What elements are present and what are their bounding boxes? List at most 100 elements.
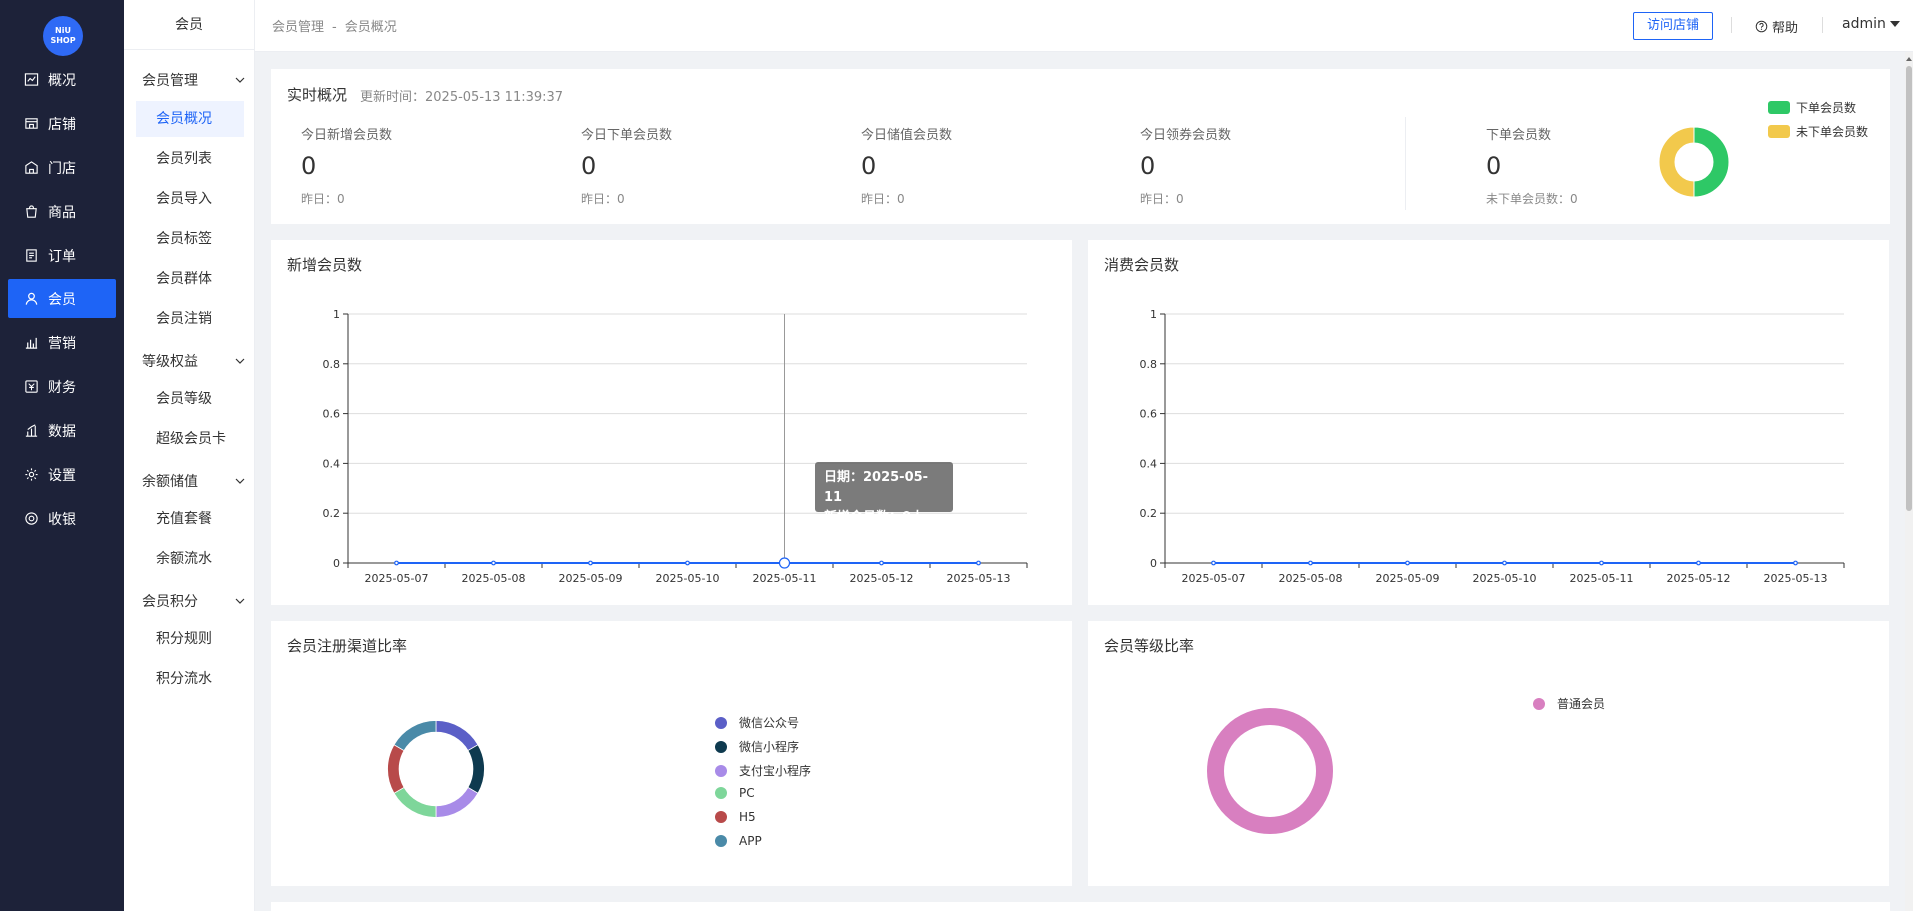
data-point[interactable] <box>1405 560 1410 566</box>
nav-label: 营销 <box>48 335 76 352</box>
legend-item[interactable]: PC <box>715 786 755 800</box>
legend-ordered[interactable]: 下单会员数 <box>1768 99 1856 116</box>
crumb-member-manage[interactable]: 会员管理 <box>272 20 325 35</box>
legend-item[interactable]: H5 <box>715 810 756 824</box>
legend-label: APP <box>739 834 762 848</box>
data-point[interactable] <box>879 560 884 566</box>
consume-members-title: 消费会员数 <box>1104 256 1180 274</box>
data-point[interactable] <box>1502 560 1507 566</box>
subnav-item[interactable]: 积分规则 <box>156 631 212 647</box>
donut-slice[interactable] <box>387 744 405 794</box>
subnav-group-label: 等级权益 <box>142 354 198 370</box>
donut-slice[interactable] <box>1207 708 1333 834</box>
subnav-item[interactable]: 会员注销 <box>156 311 212 327</box>
subnav-item[interactable]: 余额流水 <box>156 551 212 567</box>
chevron-down-icon <box>235 358 245 364</box>
tooltip-value: 新增会员数：0人 <box>824 510 925 525</box>
nav-item-user[interactable]: 会员 <box>8 279 116 318</box>
subnav-item[interactable]: 会员列表 <box>156 151 212 167</box>
x-tick-label: 2025-05-12 <box>1667 572 1731 585</box>
new-members-card: 新增会员数 0 0.2 0.4 0.6 0.8 1 2025-05-07 2025-05-08… <box>271 240 1072 605</box>
scrollbar-thumb[interactable] <box>1906 66 1912 511</box>
nav-item-chart-line[interactable]: 概况 <box>8 60 116 99</box>
subnav-item[interactable]: 会员群体 <box>156 271 212 287</box>
data-point[interactable] <box>685 560 690 566</box>
subnav-item[interactable]: 会员概况 <box>136 101 244 137</box>
subnav-item[interactable]: 充值套餐 <box>156 511 212 527</box>
stat-label: 今日领券会员数 <box>1140 128 1232 143</box>
new-members-line-chart[interactable]: 0 0.2 0.4 0.6 0.8 1 2025-05-07 2025-05-08 2025-0… <box>271 240 1072 605</box>
niushop-logo[interactable]: NiU SHOP <box>43 16 83 56</box>
nav-item-bar-chart[interactable]: 营销 <box>8 323 116 362</box>
nav-item-shop-building[interactable]: 门店 <box>8 148 116 187</box>
data-point[interactable] <box>778 557 791 569</box>
y-tick-label: 0 <box>333 557 340 570</box>
subnav-item[interactable]: 积分流水 <box>156 671 212 687</box>
x-tick-label: 2025-05-07 <box>365 572 429 585</box>
consume-members-line-chart[interactable]: 0 0.2 0.4 0.6 0.8 1 2025-05-07 2025-05-08 2025-0… <box>1088 240 1889 605</box>
level-ratio-title: 会员等级比率 <box>1104 637 1195 655</box>
no-order-member-count: 未下单会员数：0 <box>1486 192 1578 206</box>
level-ratio-donut[interactable] <box>1205 706 1335 836</box>
nav-item-finance[interactable]: 财务 <box>8 367 116 406</box>
visit-store-button[interactable]: 访问店铺 <box>1633 12 1713 40</box>
donut-slice[interactable] <box>393 720 437 752</box>
data-point[interactable] <box>1793 560 1798 566</box>
top-header: 会员管理 - 会员概况 访问店铺 帮助 admin <box>255 0 1913 52</box>
nav-label: 概况 <box>48 72 76 89</box>
subnav-item[interactable]: 会员导入 <box>156 191 212 207</box>
shop-building-icon <box>25 161 38 174</box>
subnav-item[interactable]: 会员等级 <box>156 391 212 407</box>
user-icon <box>25 292 38 305</box>
legend-item[interactable]: APP <box>715 834 762 848</box>
user-menu[interactable]: admin <box>1842 16 1900 32</box>
data-point[interactable] <box>1696 560 1701 566</box>
data-point[interactable] <box>394 560 399 566</box>
y-tick-label: 0.6 <box>323 408 341 421</box>
help-link[interactable]: 帮助 <box>1755 17 1798 36</box>
subnav-group[interactable]: 会员积分 <box>142 591 246 611</box>
nav-item-store[interactable]: 店铺 <box>8 104 116 143</box>
subnav-item[interactable]: 会员标签 <box>156 231 212 247</box>
scroll-up-icon[interactable] <box>1905 55 1913 63</box>
legend-label: PC <box>739 786 755 800</box>
data-point[interactable] <box>491 560 496 566</box>
donut-slice[interactable] <box>467 744 485 794</box>
level-ratio-card: 会员等级比率 普通会员 <box>1088 621 1889 886</box>
page-scrollbar[interactable] <box>1905 52 1913 911</box>
nav-item-data[interactable]: 数据 <box>8 411 116 450</box>
legend-not-ordered[interactable]: 未下单会员数 <box>1768 123 1868 140</box>
realtime-overview-card: 实时概况 更新时间：2025-05-13 11:39:37 今日新增会员数 0 昨日… <box>271 69 1890 224</box>
data-point[interactable] <box>588 560 593 566</box>
data-point[interactable] <box>1211 560 1216 566</box>
y-tick-label: 0.6 <box>1140 408 1158 421</box>
x-tick-label: 2025-05-08 <box>1279 572 1343 585</box>
nav-item-cashier[interactable]: 收银 <box>8 499 116 538</box>
donut-slice[interactable] <box>435 720 479 752</box>
legend-item[interactable]: 普通会员 <box>1533 695 1605 712</box>
donut-slice[interactable] <box>393 786 437 818</box>
order-member-value: 0 <box>1486 152 1502 180</box>
channel-ratio-donut[interactable] <box>386 704 486 834</box>
legend-item[interactable]: 微信公众号 <box>715 714 799 731</box>
subnav-group-label: 余额储值 <box>142 474 198 490</box>
data-point[interactable] <box>1599 560 1604 566</box>
subnav-group[interactable]: 会员管理 <box>142 70 246 90</box>
chart-line-icon <box>24 73 39 86</box>
realtime-title: 实时概况 <box>287 86 348 104</box>
y-tick-label: 1 <box>333 308 340 321</box>
legend-item[interactable]: 支付宝小程序 <box>715 762 811 779</box>
legend-label: 微信小程序 <box>739 740 800 754</box>
data-point[interactable] <box>1308 560 1313 566</box>
subnav-item[interactable]: 超级会员卡 <box>156 431 226 447</box>
nav-item-bag[interactable]: 商品 <box>8 192 116 231</box>
data-point[interactable] <box>976 560 981 566</box>
channel-ratio-title: 会员注册渠道比率 <box>287 637 408 655</box>
donut-slice[interactable] <box>435 786 479 818</box>
subnav-group[interactable]: 余额储值 <box>142 471 246 491</box>
legend-item[interactable]: 微信小程序 <box>715 738 799 755</box>
legend-dot <box>715 787 727 799</box>
nav-item-gear[interactable]: 设置 <box>8 455 116 494</box>
subnav-group[interactable]: 等级权益 <box>142 351 246 371</box>
nav-item-order-list[interactable]: 订单 <box>8 236 116 275</box>
